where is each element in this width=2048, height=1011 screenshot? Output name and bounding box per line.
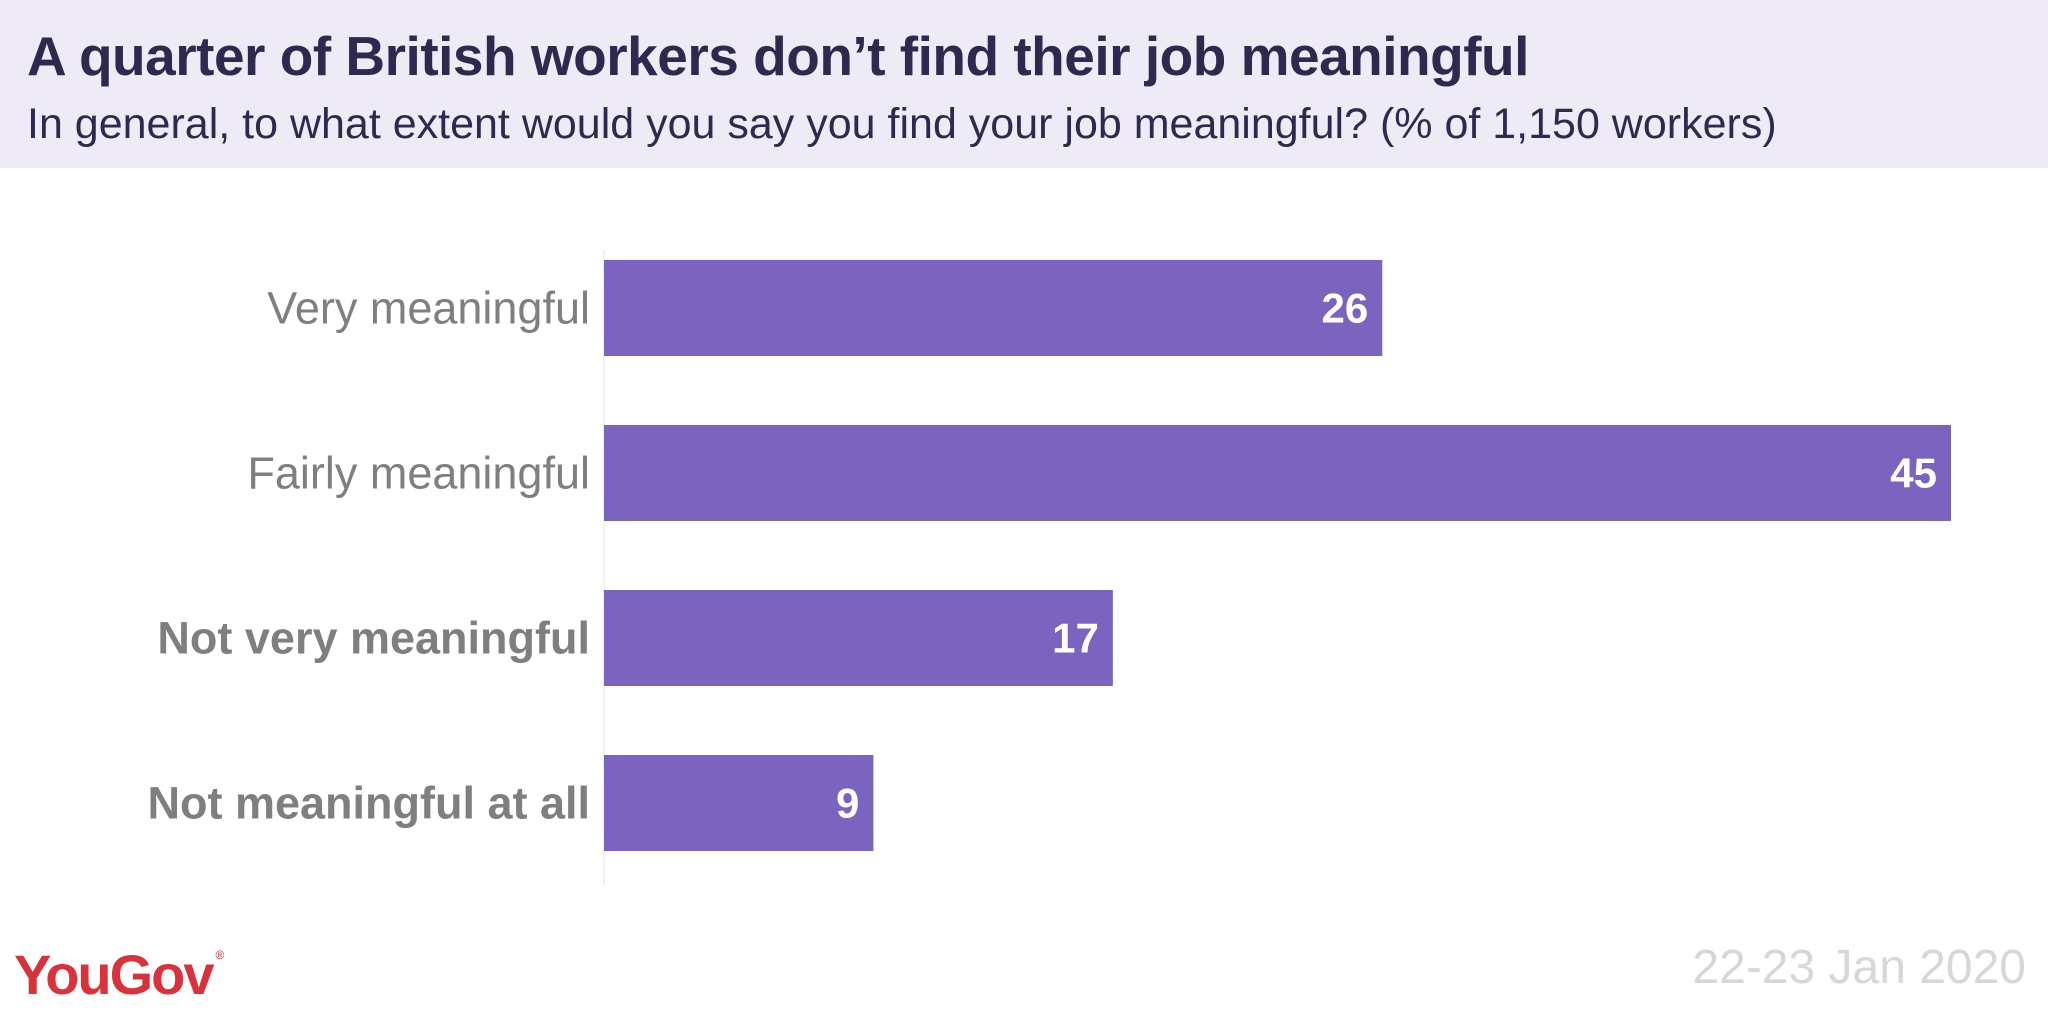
category-label-fairly-meaningful: Fairly meaningful (247, 448, 590, 499)
category-label-not-meaningful-at-all: Not meaningful at all (147, 778, 590, 829)
bar-very-meaningful (604, 260, 1383, 356)
data-label-not-meaningful-at-all: 9 (836, 780, 859, 827)
registered-mark: ® (215, 948, 225, 962)
bar-not-meaningful-at-all (604, 755, 874, 851)
category-label-very-meaningful: Very meaningful (267, 283, 590, 334)
bar-fairly-meaningful (604, 425, 1951, 521)
survey-date: 22-23 Jan 2020 (1692, 941, 2026, 994)
bar-not-very-meaningful (604, 590, 1113, 686)
chart-header: A quarter of British workers don’t find … (0, 0, 2048, 168)
category-label-not-very-meaningful: Not very meaningful (157, 613, 590, 664)
bars-group: Very meaningful 26 Fairly meaningful 45 Not … (147, 260, 1951, 851)
chart-title: A quarter of British workers don’t find … (27, 25, 1529, 87)
yougov-logo: YouGov ® (14, 942, 224, 1007)
data-label-very-meaningful: 26 (1322, 285, 1369, 332)
data-label-fairly-meaningful: 45 (1890, 450, 1937, 497)
data-label-not-very-meaningful: 17 (1052, 615, 1099, 662)
brand-name: YouGov (14, 943, 215, 1006)
chart-subtitle: In general, to what extent would you say… (27, 100, 1777, 148)
